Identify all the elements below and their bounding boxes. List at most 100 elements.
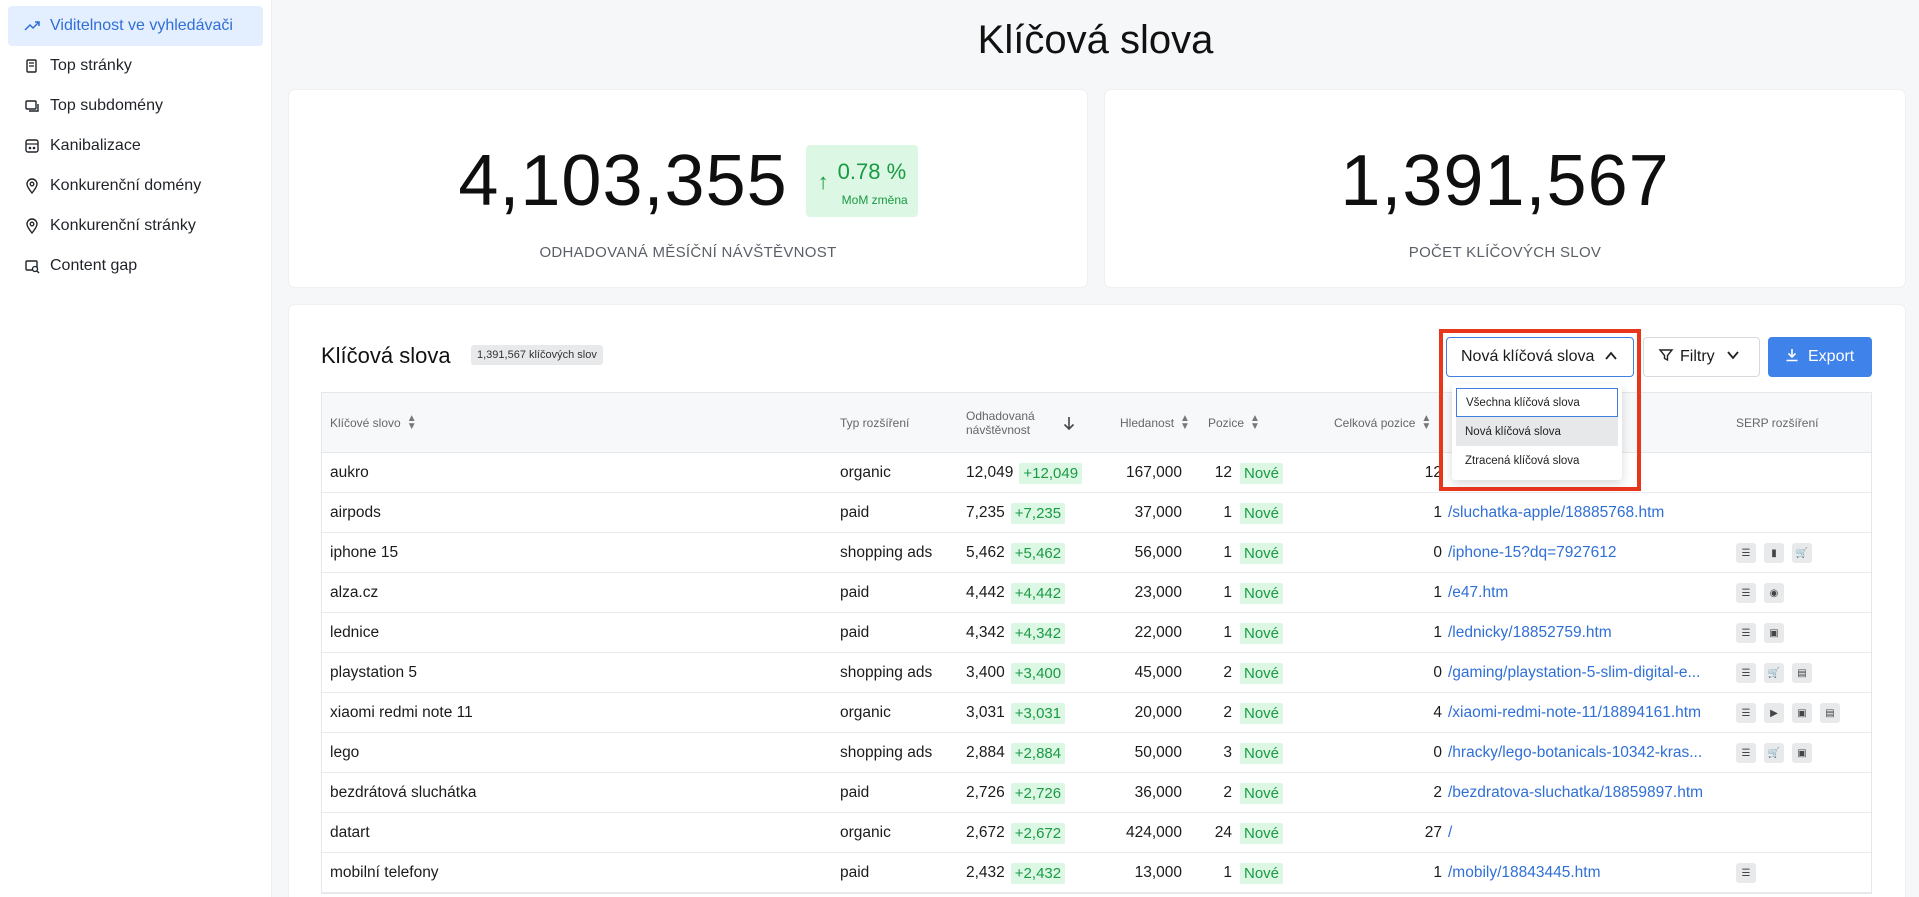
status-badge: Nové bbox=[1240, 742, 1284, 764]
volume-cell: 23,000 bbox=[1134, 584, 1182, 601]
status-badge: Nové bbox=[1240, 542, 1284, 564]
export-button[interactable]: Export bbox=[1768, 337, 1872, 377]
url-link[interactable]: /mobily/18843445.htm bbox=[1448, 864, 1601, 881]
url-link[interactable]: /xiaomi-redmi-note-11/18894161.htm bbox=[1448, 704, 1702, 721]
col-volume[interactable]: Hledanost ▲ ▼ bbox=[1120, 393, 1190, 453]
col-keyword[interactable]: Klíčové slovo ▲ ▼ bbox=[330, 393, 417, 453]
keyword-type-dropdown: Všechna klíčová slova Nová klíčová slova Z… bbox=[1452, 384, 1622, 480]
sidebar-item-konkurenční-stránky[interactable]: Konkurenční stránky bbox=[8, 206, 263, 246]
sidebar-item-top-subdomény[interactable]: Top subdomény bbox=[8, 86, 263, 126]
traffic-delta: +12,049 bbox=[1019, 462, 1083, 484]
col-traffic-label-2: návštěvnost bbox=[966, 423, 1031, 437]
keyword-cell: xiaomi redmi note 11 bbox=[330, 704, 473, 721]
change-percent: 0.78 % bbox=[837, 159, 907, 184]
chevron-down-icon bbox=[1725, 347, 1741, 368]
total-position-cell: 4 bbox=[1433, 704, 1442, 721]
traffic-cell: 2,884 +2,884 bbox=[966, 733, 1066, 773]
volume-cell: 20,000 bbox=[1134, 704, 1182, 721]
position-cell: 12 bbox=[1214, 464, 1232, 481]
volume-cell: 56,000 bbox=[1134, 544, 1182, 561]
sidebar-item-label: Top subdomény bbox=[50, 97, 163, 114]
position-cell: 2 bbox=[1223, 664, 1232, 681]
col-volume-label: Hledanost bbox=[1120, 416, 1175, 430]
pin-icon: ◉ bbox=[1764, 583, 1784, 603]
change-badge: ↑ 0.78 % MoM změna bbox=[805, 145, 918, 217]
sidebar-item-top-stránky[interactable]: Top stránky bbox=[8, 46, 263, 86]
status-badge: Nové bbox=[1240, 622, 1284, 644]
traffic-delta: +3,400 bbox=[1010, 662, 1066, 684]
serp-cell: ☰ 🛒 ▤ bbox=[1736, 653, 1820, 693]
keyword-cell: lego bbox=[330, 744, 360, 761]
status-cell: Nové bbox=[1232, 573, 1284, 613]
cart-icon: 🛒 bbox=[1764, 663, 1784, 683]
keyword-type-select[interactable]: Nová klíčová slova bbox=[1446, 337, 1634, 377]
traffic-value: 2,884 bbox=[966, 744, 1005, 761]
status-cell: Nové bbox=[1232, 693, 1284, 733]
traffic-cell: 12,049 +12,049 bbox=[966, 453, 1083, 493]
col-serp-label: SERP rozšíření bbox=[1736, 416, 1819, 430]
sidebar-item-viditelnost-ve-vyhledávači[interactable]: Viditelnost ve vyhledávači bbox=[8, 6, 263, 46]
volume-cell: 424,000 bbox=[1125, 824, 1182, 841]
dropdown-option[interactable]: Všechna klíčová slova bbox=[1456, 388, 1618, 417]
status-badge: Nové bbox=[1240, 822, 1284, 844]
col-type-label: Typ rozšíření bbox=[840, 416, 910, 430]
traffic-cell: 3,031 +3,031 bbox=[966, 693, 1066, 733]
news-icon: ▤ bbox=[1792, 663, 1812, 683]
dropdown-option[interactable]: Nová klíčová slova bbox=[1456, 417, 1618, 446]
table-row: datart organic 2,672 +2,672 424,000 24 Nové 27 / bbox=[322, 813, 1871, 853]
sidebar-item-konkurenční-domény[interactable]: Konkurenční domény bbox=[8, 166, 263, 206]
serp-cell: ☰ bbox=[1736, 853, 1764, 893]
sidebar-item-kanibalizace[interactable]: Kanibalizace bbox=[8, 126, 263, 166]
col-position-label: Pozice bbox=[1208, 416, 1245, 430]
table-row: alza.cz paid 4,442 +4,442 23,000 1 Nové 1/e47.h… bbox=[322, 573, 1871, 613]
volume-cell: 45,000 bbox=[1134, 664, 1182, 681]
traffic-value: 4,442 bbox=[966, 584, 1005, 601]
url-link[interactable]: /hracky/lego-botanicals-10342-kras... bbox=[1448, 744, 1703, 761]
col-position[interactable]: Pozice ▲ ▼ bbox=[1208, 393, 1260, 453]
book-icon: ▮ bbox=[1764, 543, 1784, 563]
url-link[interactable]: /lednicky/18852759.htm bbox=[1448, 624, 1612, 641]
traffic-delta: +2,884 bbox=[1010, 742, 1066, 764]
url-link[interactable]: /iphone-15?dq=7927612 bbox=[1448, 544, 1617, 561]
position-cell: 1 bbox=[1223, 624, 1232, 641]
table-row: lego shopping ads 2,884 +2,884 50,000 3 Nové 0 /… bbox=[322, 733, 1871, 773]
filter-button[interactable]: Filtry bbox=[1643, 337, 1760, 377]
traffic-delta: +4,342 bbox=[1010, 622, 1066, 644]
url-link[interactable]: /bezdratova-sluchatka/18859897.htm bbox=[1448, 784, 1704, 801]
traffic-cell: 4,342 +4,342 bbox=[966, 613, 1066, 653]
type-cell: paid bbox=[840, 624, 870, 641]
type-cell: paid bbox=[840, 584, 870, 601]
total-position-cell: 0 bbox=[1433, 744, 1442, 761]
dropdown-option[interactable]: Ztracená klíčová slova bbox=[1465, 454, 1580, 467]
traffic-value: 12,049 bbox=[966, 464, 1014, 481]
traffic-delta: +2,726 bbox=[1010, 782, 1066, 804]
table-row: aukro organic 12,049 +12,049 167,000 12 Nové 12 bbox=[322, 453, 1871, 493]
type-cell: shopping ads bbox=[840, 544, 933, 561]
sort-desc-icon[interactable] bbox=[1062, 393, 1076, 453]
sort-icon: ▲ ▼ bbox=[406, 413, 417, 432]
traffic-metric-card: 4,103,355 ↑ 0.78 % MoM změna ODHADOVANÁ … bbox=[289, 90, 1087, 287]
total-position-cell: 1 bbox=[1433, 504, 1442, 521]
sidebar-item-content-gap[interactable]: Content gap bbox=[8, 246, 263, 286]
select-value: Nová klíčová slova bbox=[1461, 348, 1595, 365]
traffic-cell: 5,462 +5,462 bbox=[966, 533, 1066, 573]
traffic-cell: 2,432 +2,432 bbox=[966, 853, 1066, 893]
url-link[interactable]: /gaming/playstation-5-slim-digital-e... bbox=[1448, 664, 1701, 681]
url-link[interactable]: /sluchatka-apple/18885768.htm bbox=[1448, 504, 1665, 521]
col-total-position[interactable]: Celková pozice ▲ ▼ bbox=[1334, 393, 1431, 453]
content-gap-icon bbox=[24, 258, 40, 274]
position-cell: 1 bbox=[1223, 544, 1232, 561]
url-link[interactable]: / bbox=[1448, 824, 1453, 841]
change-label: MoM změna bbox=[841, 193, 908, 207]
col-traffic[interactable]: Odhadovaná návštěvnost bbox=[966, 393, 1035, 453]
sidebar-item-label: Content gap bbox=[50, 257, 138, 274]
total-position-cell: 12 bbox=[1424, 464, 1442, 481]
total-position-cell: 1 bbox=[1433, 584, 1442, 601]
traffic-value: 2,672 bbox=[966, 824, 1005, 841]
status-cell: Nové bbox=[1232, 853, 1284, 893]
chevron-up-icon bbox=[1603, 348, 1619, 367]
sidebar-item-label: Konkurenční domény bbox=[50, 177, 202, 194]
filter-icon bbox=[1658, 347, 1674, 368]
traffic-delta: +2,432 bbox=[1010, 862, 1066, 884]
url-link[interactable]: /e47.htm bbox=[1448, 584, 1509, 601]
